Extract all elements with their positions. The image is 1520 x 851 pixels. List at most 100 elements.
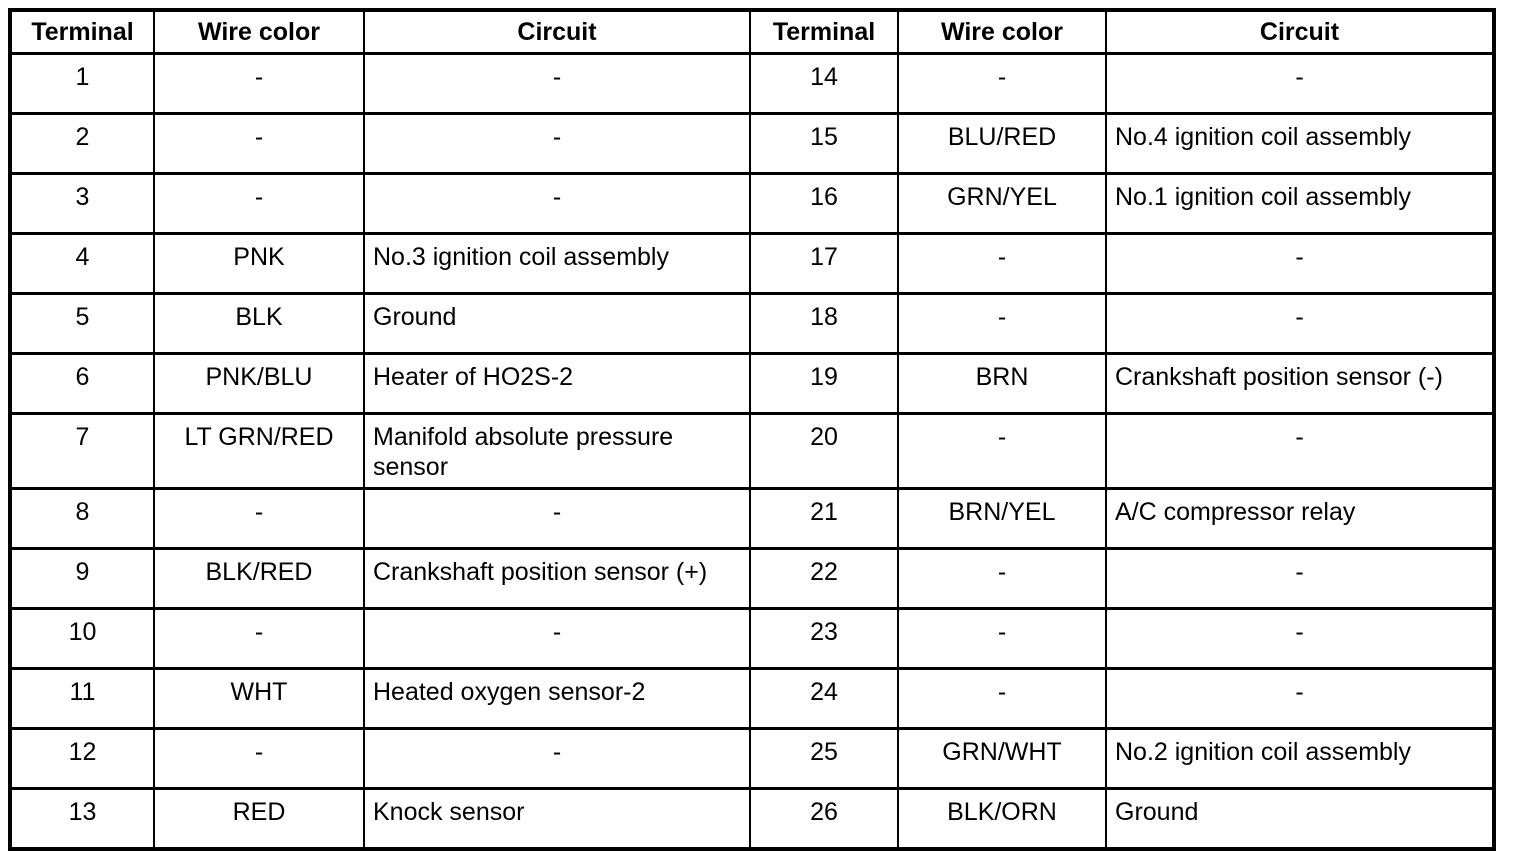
left-wire-color-cell: LT GRN/RED bbox=[153, 412, 365, 490]
left-circuit-cell: Crankshaft position sensor (+) bbox=[363, 547, 751, 610]
left-wire-color-cell: PNK/BLU bbox=[153, 352, 365, 415]
left-wire-color-cell: - bbox=[153, 727, 365, 790]
table-row: 13 RED Knock sensor 26 BLK/ORN Ground bbox=[9, 787, 1495, 851]
right-wire-color-cell: GRN/WHT bbox=[897, 727, 1107, 790]
left-terminal-cell: 7 bbox=[9, 412, 155, 490]
right-circuit-cell: - bbox=[1105, 232, 1495, 295]
table-row: 1- -14- - bbox=[9, 52, 1495, 115]
right-wire-color-cell: - bbox=[897, 412, 1107, 490]
left-circuit-cell: Knock sensor bbox=[363, 787, 751, 851]
left-circuit-cell: - bbox=[363, 52, 751, 115]
right-circuit-cell: - bbox=[1105, 412, 1495, 490]
right-terminal-cell: 26 bbox=[749, 787, 899, 851]
left-circuit-cell: - bbox=[363, 112, 751, 175]
table-row: 11 WHT Heated oxygen sensor-2 24- - bbox=[9, 667, 1495, 730]
left-wire-color-cell: BLK bbox=[153, 292, 365, 355]
left-wire-color-cell: RED bbox=[153, 787, 365, 851]
manual-page: Terminal Wire color Circuit Terminal Wir… bbox=[8, 8, 1496, 851]
left-terminal-cell: 13 bbox=[9, 787, 155, 851]
table-row: 12- -25 GRN/WHT No.2 ignition coil assembly bbox=[9, 727, 1495, 790]
left-terminal-cell: 5 bbox=[9, 292, 155, 355]
right-terminal-cell: 16 bbox=[749, 172, 899, 235]
right-terminal-cell: 25 bbox=[749, 727, 899, 790]
left-terminal-cell: 4 bbox=[9, 232, 155, 295]
right-circuit-cell: No.2 ignition coil assembly bbox=[1105, 727, 1495, 790]
right-circuit-cell: No.1 ignition coil assembly bbox=[1105, 172, 1495, 235]
right-terminal-cell: 19 bbox=[749, 352, 899, 415]
left-circuit-cell: - bbox=[363, 172, 751, 235]
left-wire-color-cell: - bbox=[153, 487, 365, 550]
right-circuit-cell: - bbox=[1105, 292, 1495, 355]
left-terminal-cell: 12 bbox=[9, 727, 155, 790]
left-wire-color-cell: BLK/RED bbox=[153, 547, 365, 610]
header-wire-color-right: Wire color bbox=[897, 8, 1107, 55]
left-terminal-cell: 3 bbox=[9, 172, 155, 235]
right-circuit-cell: No.4 ignition coil assembly bbox=[1105, 112, 1495, 175]
right-wire-color-cell: - bbox=[897, 52, 1107, 115]
left-wire-color-cell: - bbox=[153, 607, 365, 670]
right-terminal-cell: 23 bbox=[749, 607, 899, 670]
right-circuit-cell: - bbox=[1105, 547, 1495, 610]
left-wire-color-cell: - bbox=[153, 112, 365, 175]
left-terminal-cell: 8 bbox=[9, 487, 155, 550]
left-circuit-cell: - bbox=[363, 607, 751, 670]
left-circuit-cell: - bbox=[363, 727, 751, 790]
left-circuit-cell: Manifold absolute pressure sensor bbox=[363, 412, 751, 490]
left-terminal-cell: 10 bbox=[9, 607, 155, 670]
right-terminal-cell: 17 bbox=[749, 232, 899, 295]
header-row: Terminal Wire color Circuit Terminal Wir… bbox=[9, 8, 1495, 55]
right-wire-color-cell: GRN/YEL bbox=[897, 172, 1107, 235]
right-terminal-cell: 14 bbox=[749, 52, 899, 115]
table-row: 9 BLK/RED Crankshaft position sensor (+) 22… bbox=[9, 547, 1495, 610]
table-row: 2- -15 BLU/RED No.4 ignition coil assembly bbox=[9, 112, 1495, 175]
right-terminal-cell: 21 bbox=[749, 487, 899, 550]
table-row: 3- -16 GRN/YEL No.1 ignition coil assembly bbox=[9, 172, 1495, 235]
table-body: 1- -14- -2- -15 BLU/RED No.4 ignition coil as… bbox=[9, 52, 1495, 851]
right-wire-color-cell: - bbox=[897, 667, 1107, 730]
left-terminal-cell: 11 bbox=[9, 667, 155, 730]
header-circuit-left: Circuit bbox=[363, 8, 751, 55]
right-circuit-cell: A/C compressor relay bbox=[1105, 487, 1495, 550]
right-wire-color-cell: BRN bbox=[897, 352, 1107, 415]
table-row: 5 BLK Ground 18- - bbox=[9, 292, 1495, 355]
right-wire-color-cell: - bbox=[897, 292, 1107, 355]
table-row: 6 PNK/BLU Heater of HO2S-2 19 BRN Crankshaft … bbox=[9, 352, 1495, 415]
right-wire-color-cell: - bbox=[897, 607, 1107, 670]
left-terminal-cell: 1 bbox=[9, 52, 155, 115]
header-terminal-left: Terminal bbox=[9, 8, 155, 55]
left-terminal-cell: 2 bbox=[9, 112, 155, 175]
header-wire-color-left: Wire color bbox=[153, 8, 365, 55]
right-wire-color-cell: BRN/YEL bbox=[897, 487, 1107, 550]
left-circuit-cell: Heated oxygen sensor-2 bbox=[363, 667, 751, 730]
left-wire-color-cell: PNK bbox=[153, 232, 365, 295]
left-terminal-cell: 9 bbox=[9, 547, 155, 610]
header-circuit-right: Circuit bbox=[1105, 8, 1495, 55]
right-terminal-cell: 20 bbox=[749, 412, 899, 490]
table-row: 10- -23- - bbox=[9, 607, 1495, 670]
right-terminal-cell: 18 bbox=[749, 292, 899, 355]
right-wire-color-cell: BLK/ORN bbox=[897, 787, 1107, 851]
right-wire-color-cell: - bbox=[897, 232, 1107, 295]
terminal-pinout-table: Terminal Wire color Circuit Terminal Wir… bbox=[8, 8, 1496, 851]
right-circuit-cell: Crankshaft position sensor (-) bbox=[1105, 352, 1495, 415]
left-wire-color-cell: - bbox=[153, 172, 365, 235]
left-circuit-cell: Heater of HO2S-2 bbox=[363, 352, 751, 415]
right-wire-color-cell: - bbox=[897, 547, 1107, 610]
right-circuit-cell: - bbox=[1105, 607, 1495, 670]
right-circuit-cell: Ground bbox=[1105, 787, 1495, 851]
right-circuit-cell: - bbox=[1105, 667, 1495, 730]
left-circuit-cell: No.3 ignition coil assembly bbox=[363, 232, 751, 295]
left-wire-color-cell: - bbox=[153, 52, 365, 115]
table-row: 4 PNK No.3 ignition coil assembly 17- - bbox=[9, 232, 1495, 295]
right-circuit-cell: - bbox=[1105, 52, 1495, 115]
right-terminal-cell: 15 bbox=[749, 112, 899, 175]
right-terminal-cell: 22 bbox=[749, 547, 899, 610]
table-row: 7 LT GRN/RED Manifold absolute pressure se… bbox=[9, 412, 1495, 490]
left-circuit-cell: - bbox=[363, 487, 751, 550]
left-wire-color-cell: WHT bbox=[153, 667, 365, 730]
left-terminal-cell: 6 bbox=[9, 352, 155, 415]
header-terminal-right: Terminal bbox=[749, 8, 899, 55]
right-terminal-cell: 24 bbox=[749, 667, 899, 730]
table-row: 8- -21 BRN/YEL A/C compressor relay bbox=[9, 487, 1495, 550]
left-circuit-cell: Ground bbox=[363, 292, 751, 355]
